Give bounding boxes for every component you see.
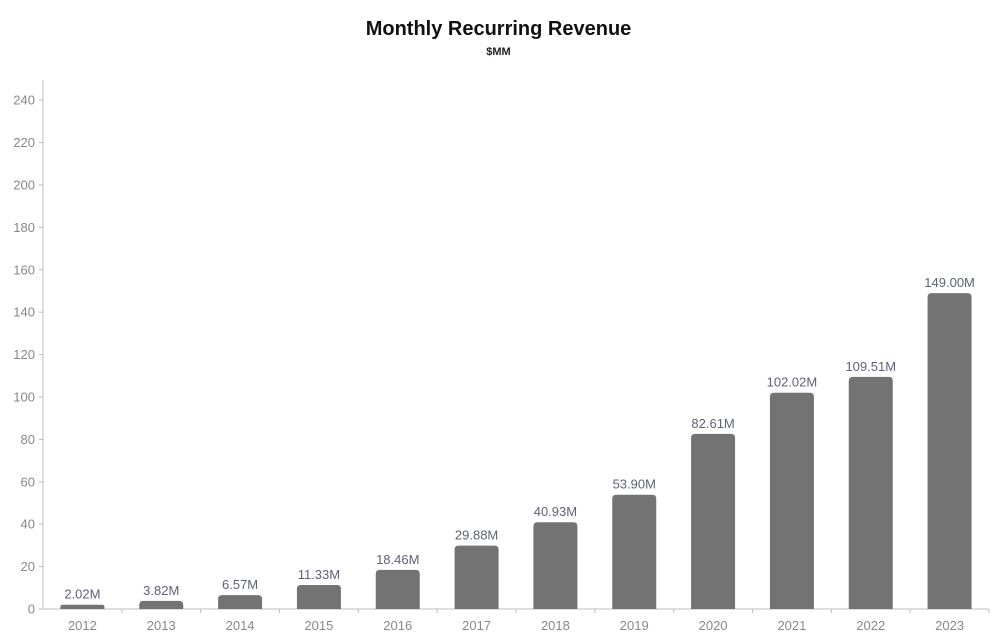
data-label-2021: 102.02M bbox=[767, 375, 818, 390]
chart-title: Monthly Recurring Revenue bbox=[365, 18, 632, 40]
y-tick-label: 140 bbox=[13, 305, 35, 320]
y-tick-label: 0 bbox=[28, 602, 35, 617]
data-label-2023: 149.00M bbox=[924, 275, 975, 290]
data-label-2015: 11.33M bbox=[298, 567, 340, 582]
x-tick-label-2023: 2023 bbox=[935, 618, 964, 633]
data-label-2022: 109.51M bbox=[845, 359, 896, 374]
bar-2023 bbox=[927, 293, 972, 609]
y-tick-label: 160 bbox=[13, 262, 35, 277]
x-tick-label-2021: 2021 bbox=[777, 618, 806, 633]
y-tick-label: 20 bbox=[21, 559, 35, 574]
chart-subtitle: $MM bbox=[486, 46, 511, 58]
data-label-2013: 3.82M bbox=[143, 583, 179, 598]
data-label-2012: 2.02M bbox=[64, 587, 100, 602]
x-tick-label-2018: 2018 bbox=[541, 618, 570, 633]
bar-2017 bbox=[454, 545, 499, 609]
bar-2021 bbox=[769, 392, 814, 609]
x-tick-label-2012: 2012 bbox=[68, 618, 97, 633]
y-tick-label: 240 bbox=[13, 93, 35, 108]
bar-2018 bbox=[533, 522, 578, 609]
data-label-2017: 29.88M bbox=[455, 528, 498, 543]
y-tick-label: 40 bbox=[21, 517, 35, 532]
y-tick-label: 220 bbox=[13, 135, 35, 150]
data-label-2020: 82.61M bbox=[691, 416, 734, 431]
bar-2014 bbox=[218, 595, 263, 609]
bar-2015 bbox=[296, 584, 341, 609]
y-tick-label: 100 bbox=[13, 390, 35, 405]
bar-2012 bbox=[60, 604, 105, 609]
y-tick-label: 200 bbox=[13, 178, 35, 193]
bar-2016 bbox=[375, 569, 420, 609]
x-tick-label-2020: 2020 bbox=[699, 618, 728, 633]
x-tick-label-2013: 2013 bbox=[147, 618, 176, 633]
y-tick-label: 180 bbox=[13, 220, 35, 235]
data-label-2018: 40.93M bbox=[534, 504, 577, 519]
x-tick-label-2016: 2016 bbox=[383, 618, 412, 633]
x-tick-label-2022: 2022 bbox=[856, 618, 885, 633]
data-label-2016: 18.46M bbox=[376, 552, 419, 567]
bar-2019 bbox=[612, 494, 657, 609]
y-tick-label: 60 bbox=[21, 474, 35, 489]
x-tick-label-2015: 2015 bbox=[304, 618, 333, 633]
y-tick-label: 80 bbox=[21, 432, 35, 447]
x-tick-label-2019: 2019 bbox=[620, 618, 649, 633]
data-label-2014: 6.57M bbox=[222, 577, 258, 592]
bar-2020 bbox=[691, 433, 736, 609]
bar-2013 bbox=[139, 600, 184, 609]
x-tick-label-2017: 2017 bbox=[462, 618, 491, 633]
x-tick-label-2014: 2014 bbox=[226, 618, 255, 633]
data-label-2019: 53.90M bbox=[613, 477, 656, 492]
y-tick-label: 120 bbox=[13, 347, 35, 362]
bar-2022 bbox=[848, 376, 893, 609]
